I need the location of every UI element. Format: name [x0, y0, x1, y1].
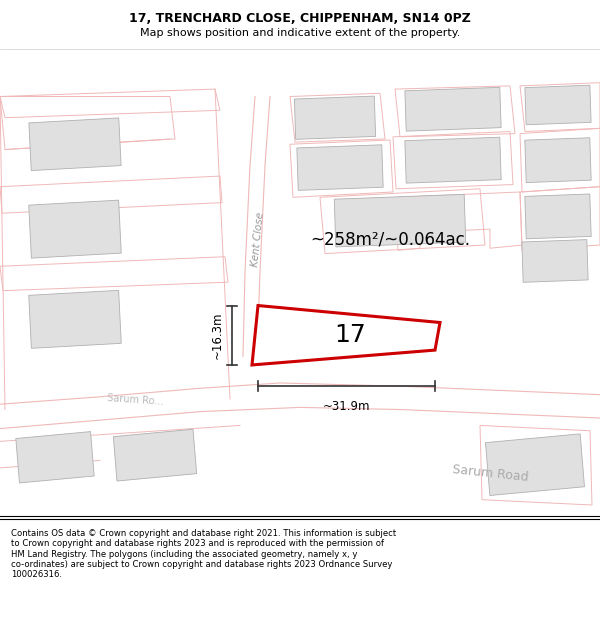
- Polygon shape: [522, 239, 588, 282]
- Text: 17, TRENCHARD CLOSE, CHIPPENHAM, SN14 0PZ: 17, TRENCHARD CLOSE, CHIPPENHAM, SN14 0P…: [129, 12, 471, 25]
- Polygon shape: [485, 434, 584, 496]
- Polygon shape: [29, 200, 121, 258]
- Polygon shape: [525, 85, 591, 125]
- Polygon shape: [295, 96, 376, 139]
- Text: 17: 17: [334, 323, 366, 348]
- Polygon shape: [252, 306, 440, 365]
- Polygon shape: [29, 291, 121, 348]
- Text: Sarum Ro...: Sarum Ro...: [107, 393, 163, 407]
- Polygon shape: [525, 194, 591, 239]
- Polygon shape: [29, 118, 121, 171]
- Polygon shape: [525, 138, 591, 182]
- Text: Kent Close: Kent Close: [250, 212, 266, 268]
- Text: ~31.9m: ~31.9m: [323, 400, 370, 413]
- Text: Map shows position and indicative extent of the property.: Map shows position and indicative extent…: [140, 28, 460, 38]
- Polygon shape: [297, 145, 383, 191]
- Text: ~16.3m: ~16.3m: [211, 311, 224, 359]
- Text: ~258m²/~0.064ac.: ~258m²/~0.064ac.: [310, 231, 470, 249]
- Text: Sarum Road: Sarum Road: [451, 462, 529, 484]
- Polygon shape: [113, 429, 197, 481]
- Polygon shape: [405, 88, 501, 131]
- Polygon shape: [405, 138, 501, 183]
- Polygon shape: [16, 432, 94, 483]
- Text: Contains OS data © Crown copyright and database right 2021. This information is : Contains OS data © Crown copyright and d…: [11, 529, 396, 579]
- Polygon shape: [334, 194, 466, 247]
